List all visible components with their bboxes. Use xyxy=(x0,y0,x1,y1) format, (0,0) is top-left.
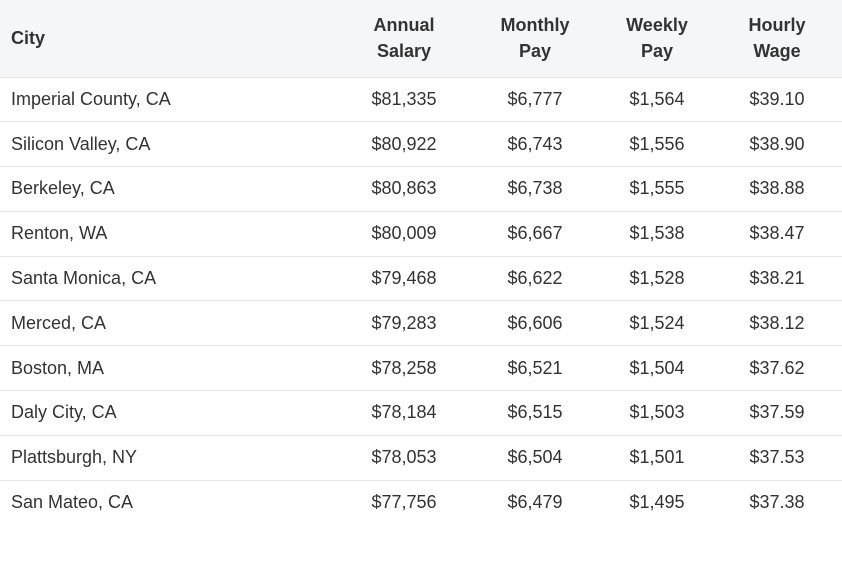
cell-weekly-pay: $1,503 xyxy=(629,402,685,423)
table-row: Boston, MA $78,258 $6,521 $1,504 $37.62 xyxy=(0,346,842,391)
cell-monthly-pay: $6,667 xyxy=(507,223,563,244)
cell-city: San Mateo, CA xyxy=(11,492,134,513)
cell-monthly-pay: $6,479 xyxy=(507,492,563,513)
cell-weekly-pay: $1,528 xyxy=(629,268,685,289)
cell-monthly-pay: $6,622 xyxy=(507,268,563,289)
cell-hourly-wage: $37.62 xyxy=(749,357,805,378)
cell-city: Silicon Valley, CA xyxy=(11,133,151,154)
header-row: City Annual Salary Monthly Pay Weekly Pa… xyxy=(0,0,842,78)
cell-annual-salary: $78,184 xyxy=(371,402,437,423)
cell-annual-salary: $80,922 xyxy=(371,133,437,154)
cell-city: Imperial County, CA xyxy=(11,88,171,109)
header-monthly-line-1: Monthly xyxy=(500,15,570,36)
header-annual-line-1: Annual xyxy=(373,15,435,36)
cell-annual-salary: $77,756 xyxy=(371,492,437,513)
header-hourly-wage: Hourly Wage xyxy=(712,0,842,78)
cell-hourly-wage: $37.38 xyxy=(749,492,805,513)
cell-weekly-pay: $1,556 xyxy=(629,133,685,154)
cell-hourly-wage: $39.10 xyxy=(749,88,805,109)
cell-weekly-pay: $1,538 xyxy=(629,223,685,244)
cell-hourly-wage: $38.12 xyxy=(749,312,805,333)
table-row: Imperial County, CA $81,335 $6,777 $1,56… xyxy=(0,77,842,122)
cell-city: Merced, CA xyxy=(11,312,107,333)
cell-city: Santa Monica, CA xyxy=(11,268,157,289)
cell-annual-salary: $80,863 xyxy=(371,178,437,199)
cell-annual-salary: $78,053 xyxy=(371,447,437,468)
cell-monthly-pay: $6,743 xyxy=(507,133,563,154)
cell-hourly-wage: $38.88 xyxy=(749,178,805,199)
cell-weekly-pay: $1,495 xyxy=(629,492,685,513)
cell-monthly-pay: $6,521 xyxy=(507,357,563,378)
cell-city: Daly City, CA xyxy=(11,402,117,423)
table-row: Renton, WA $80,009 $6,667 $1,538 $38.47 xyxy=(0,211,842,257)
table-row: Daly City, CA $78,184 $6,515 $1,503 $37.… xyxy=(0,391,842,436)
cell-city: Berkeley, CA xyxy=(11,178,115,199)
header-weekly-pay: Weekly Pay xyxy=(602,0,712,78)
table-row: Berkeley, CA $80,863 $6,738 $1,555 $38.8… xyxy=(0,167,842,212)
cell-hourly-wage: $37.59 xyxy=(749,402,805,423)
header-monthly-pay: Monthly Pay xyxy=(468,0,602,78)
header-annual-salary: Annual Salary xyxy=(340,0,468,78)
header-monthly-line-2: Pay xyxy=(518,41,552,62)
cell-weekly-pay: $1,501 xyxy=(629,447,685,468)
header-hourly-line-1: Hourly xyxy=(748,15,806,36)
cell-hourly-wage: $38.47 xyxy=(749,223,805,244)
cell-annual-salary: $78,258 xyxy=(371,357,437,378)
cell-hourly-wage: $37.53 xyxy=(749,447,805,468)
cell-city: Plattsburgh, NY xyxy=(11,447,138,468)
cell-weekly-pay: $1,524 xyxy=(629,312,685,333)
cell-annual-salary: $79,468 xyxy=(371,268,437,289)
header-hourly-line-2: Wage xyxy=(753,41,801,62)
header-weekly-line-1: Weekly xyxy=(626,15,688,36)
cell-monthly-pay: $6,738 xyxy=(507,178,563,199)
table-body: Imperial County, CA $81,335 $6,777 $1,56… xyxy=(0,77,842,525)
salary-table-container: City Annual Salary Monthly Pay Weekly Pa… xyxy=(0,0,842,525)
table-row: San Mateo, CA $77,756 $6,479 $1,495 $37.… xyxy=(0,480,842,525)
cell-weekly-pay: $1,564 xyxy=(629,88,685,109)
table-header: City Annual Salary Monthly Pay Weekly Pa… xyxy=(0,0,842,78)
table-row: Santa Monica, CA $79,468 $6,622 $1,528 $… xyxy=(0,256,842,301)
cell-weekly-pay: $1,504 xyxy=(629,357,685,378)
cell-monthly-pay: $6,515 xyxy=(507,402,563,423)
cell-annual-salary: $81,335 xyxy=(371,88,437,109)
salary-table: City Annual Salary Monthly Pay Weekly Pa… xyxy=(0,0,842,525)
cell-city: Boston, MA xyxy=(11,357,105,378)
cell-annual-salary: $80,009 xyxy=(371,223,437,244)
table-row: Plattsburgh, NY $78,053 $6,504 $1,501 $3… xyxy=(0,435,842,481)
table-row: Silicon Valley, CA $80,922 $6,743 $1,556… xyxy=(0,122,842,167)
cell-monthly-pay: $6,777 xyxy=(507,88,563,109)
header-weekly-line-2: Pay xyxy=(640,41,674,62)
cell-annual-salary: $79,283 xyxy=(371,312,437,333)
header-city: City xyxy=(0,0,340,78)
cell-city: Renton, WA xyxy=(11,223,108,244)
cell-monthly-pay: $6,504 xyxy=(507,447,563,468)
table-row: Merced, CA $79,283 $6,606 $1,524 $38.12 xyxy=(0,301,842,346)
header-annual-line-2: Salary xyxy=(376,41,432,62)
cell-hourly-wage: $38.21 xyxy=(749,268,805,289)
cell-hourly-wage: $38.90 xyxy=(749,133,805,154)
cell-weekly-pay: $1,555 xyxy=(629,178,685,199)
cell-monthly-pay: $6,606 xyxy=(507,312,563,333)
